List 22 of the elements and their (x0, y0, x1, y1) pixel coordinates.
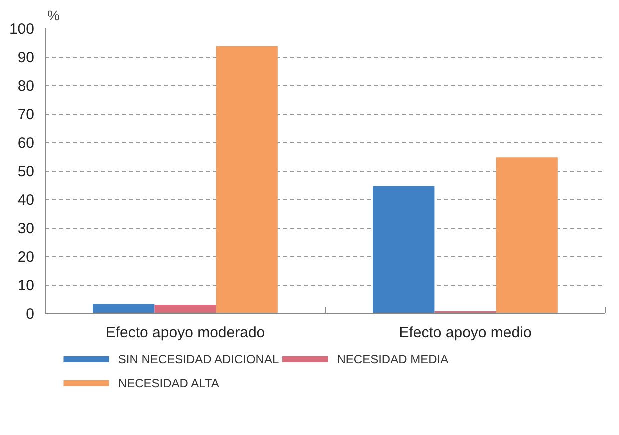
y-tick-label: 70 (18, 106, 35, 124)
legend-label: NECESIDAD ALTA (118, 376, 220, 390)
legend-label: SIN NECESIDAD ADICIONAL (118, 352, 280, 366)
bar (216, 46, 278, 314)
y-tick-label: 0 (26, 306, 34, 323)
bar (373, 186, 435, 314)
y-tick-label: 10 (18, 278, 35, 294)
y-tick-label: 100 (9, 21, 35, 38)
y-tick-label: 80 (18, 78, 35, 95)
bar (496, 158, 558, 314)
y-tick-label: 90 (18, 50, 35, 66)
bar (93, 304, 155, 314)
legend-label: NECESIDAD MEDIA (337, 352, 449, 366)
x-tick-label: Efecto apoyo medio (399, 324, 532, 342)
bar (154, 304, 216, 314)
y-tick-label: 60 (18, 135, 35, 152)
y-tick-label: 40 (18, 192, 35, 209)
y-tick-label: 50 (18, 164, 35, 180)
y-tick-label: 20 (18, 249, 35, 266)
y-tick-label: 30 (18, 220, 35, 238)
x-tick-label: Efecto apoyo moderado (106, 324, 266, 342)
y-axis-title: % (48, 8, 60, 24)
